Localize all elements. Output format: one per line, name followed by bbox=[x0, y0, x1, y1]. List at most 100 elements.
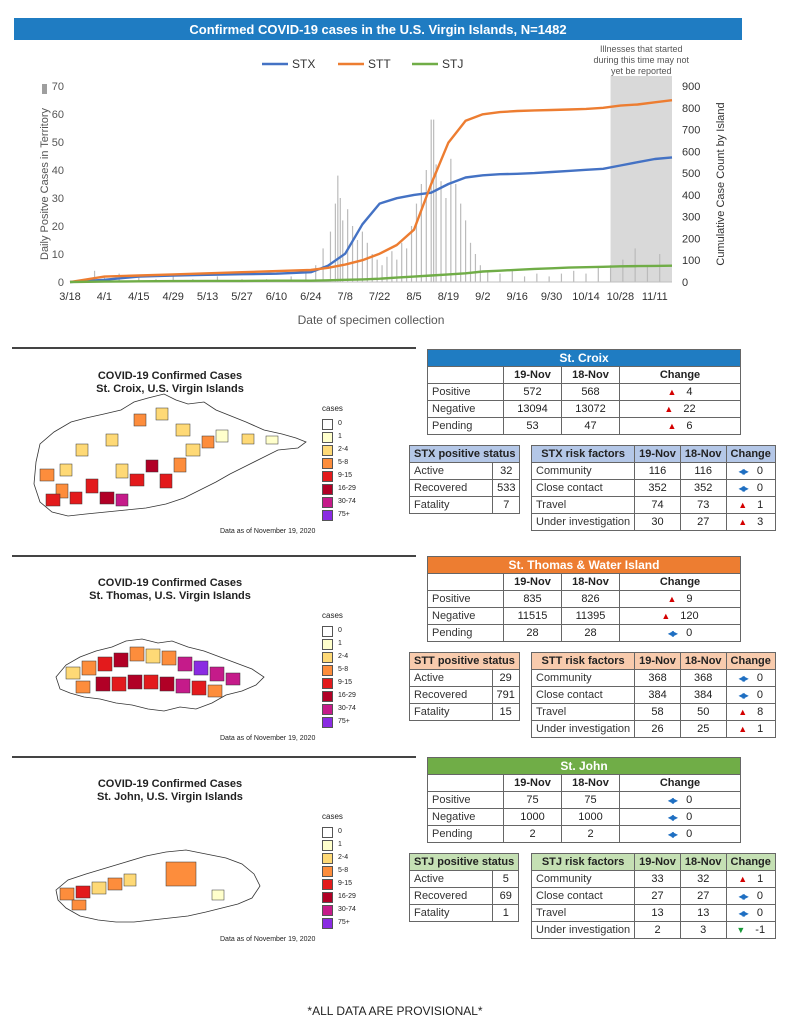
legend-swatch bbox=[322, 510, 333, 521]
legend-label: 30-74 bbox=[338, 498, 356, 505]
table-row: Negative 1000 1000 ◀▶ 0 bbox=[427, 808, 741, 826]
daily-case-bar bbox=[646, 265, 649, 282]
daily-case-bar bbox=[337, 175, 339, 282]
x-tick-label: 4/29 bbox=[162, 291, 183, 303]
table-row: Positive 75 75 ◀▶ 0 bbox=[427, 791, 741, 809]
decrease-arrow-icon: ▼ bbox=[736, 925, 746, 935]
map-title: COVID-19 Confirmed Cases St. Thomas, U.S.… bbox=[89, 577, 251, 602]
island-header: St. Croix bbox=[427, 349, 741, 367]
change-value: 8 bbox=[757, 706, 764, 718]
reporting-lag-note: Illnesses that started during this time m… bbox=[594, 44, 690, 76]
daily-case-bar bbox=[433, 119, 435, 282]
daily-case-bar bbox=[366, 242, 368, 282]
increase-arrow-icon: ▲ bbox=[664, 404, 674, 414]
daily-case-bar bbox=[573, 270, 575, 282]
change-value: 3 bbox=[757, 516, 764, 528]
no-change-arrows-icon: ◀▶ bbox=[738, 483, 749, 493]
daily-case-bar bbox=[172, 276, 174, 282]
stj-status-table: STJ positive status Active 5 Recovered 69 Fat… bbox=[408, 853, 520, 922]
legend-swatch bbox=[322, 866, 333, 877]
cumulative-cases-chart: Illnesses that started during this time m… bbox=[39, 44, 727, 327]
y-right-tick-label: 300 bbox=[682, 212, 700, 224]
daily-case-bar bbox=[622, 259, 624, 282]
legend-swatch bbox=[322, 840, 333, 851]
daily-case-bar bbox=[560, 273, 563, 282]
table-row: Fatality 15 bbox=[409, 703, 520, 721]
legend-swatch bbox=[322, 665, 333, 676]
x-tick-label: 11/11 bbox=[642, 291, 668, 303]
legend-swatch bbox=[322, 445, 333, 456]
map-title: COVID-19 Confirmed Cases St. John, U.S. V… bbox=[97, 778, 243, 803]
daily-case-bar bbox=[548, 276, 550, 282]
map-district bbox=[59, 463, 73, 477]
x-tick-label: 8/19 bbox=[438, 291, 459, 303]
daily-case-bar bbox=[334, 203, 336, 282]
legend-title: cases bbox=[322, 404, 343, 413]
map-district bbox=[65, 666, 81, 680]
map-district bbox=[91, 881, 107, 895]
legend-label: 30-74 bbox=[338, 906, 356, 913]
island-header: St. Thomas & Water Island bbox=[427, 556, 741, 574]
legend-swatch bbox=[322, 678, 333, 689]
increase-arrow-icon: ▲ bbox=[667, 387, 677, 397]
table-row: Close contact 27 27 ◀▶ 0 bbox=[530, 887, 776, 905]
legend-label: 16-29 bbox=[338, 692, 356, 699]
table-row: Negative 13094 13072 ▲ 22 bbox=[427, 400, 741, 418]
legend-title: cases bbox=[322, 611, 343, 620]
map-district bbox=[127, 674, 143, 690]
map-district bbox=[111, 676, 127, 692]
map-district bbox=[193, 660, 209, 676]
daily-case-bar bbox=[342, 220, 344, 282]
change-value: 0 bbox=[756, 482, 763, 495]
x-tick-label: 5/27 bbox=[231, 291, 252, 303]
change-value: 0 bbox=[756, 465, 763, 478]
section-divider bbox=[12, 347, 416, 349]
provisional-footnote: *ALL DATA ARE PROVISIONAL* bbox=[307, 1004, 483, 1018]
y-right-tick-label: 800 bbox=[682, 103, 700, 115]
daily-case-bar bbox=[386, 256, 388, 282]
series-line-stt bbox=[69, 99, 673, 284]
x-tick-label: 4/15 bbox=[128, 291, 149, 303]
daily-case-bar bbox=[659, 254, 661, 282]
map-district bbox=[105, 433, 119, 447]
daily-case-bar bbox=[315, 265, 317, 282]
y-left-tick-label: 10 bbox=[52, 249, 64, 261]
y-right-tick-label: 700 bbox=[682, 125, 700, 137]
daily-case-bar bbox=[585, 273, 587, 282]
legend-label: 16-29 bbox=[338, 485, 356, 492]
section-divider bbox=[12, 555, 416, 557]
map-district bbox=[75, 443, 89, 457]
legend-label: 0 bbox=[338, 420, 342, 427]
x-tick-label: 6/10 bbox=[266, 291, 287, 303]
legend-title: cases bbox=[322, 812, 343, 821]
map-district bbox=[129, 473, 145, 487]
legend-label: 1 bbox=[338, 841, 342, 848]
change-value: 120 bbox=[680, 610, 699, 622]
table-row: Under investigation 30 27 ▲ 3 bbox=[530, 513, 776, 531]
legend-label: 0 bbox=[338, 627, 342, 634]
daily-case-bar bbox=[420, 184, 422, 282]
map-district bbox=[133, 413, 147, 427]
table-row: Active 5 bbox=[408, 870, 520, 888]
stt-status-table: STT positive status Active 29 Recovered 791 F… bbox=[409, 652, 520, 721]
y-left-axis-label: Daily Positve Cases in Territory bbox=[39, 107, 51, 260]
increase-arrow-icon: ▲ bbox=[667, 594, 677, 604]
stj-risk-table: STJ risk factors 19-Nov 18-Nov Change Commun… bbox=[530, 853, 776, 939]
change-value: 0 bbox=[756, 890, 763, 903]
island-header: St. John bbox=[427, 757, 741, 775]
map-district bbox=[173, 457, 187, 473]
table-row: Close contact 352 352 ◀▶ 0 bbox=[530, 479, 776, 497]
legend-swatch bbox=[322, 432, 333, 443]
daily-case-bar bbox=[138, 276, 140, 282]
map-district bbox=[159, 676, 175, 692]
table-row: Negative 11515 11395 ▲ 120 bbox=[427, 607, 741, 625]
y-left-tick-label: 0 bbox=[58, 277, 64, 289]
daily-case-bar bbox=[290, 276, 292, 282]
map-district bbox=[85, 478, 99, 494]
stj-tests-table: St. John 19-Nov 18-Nov Change Positive 75 75 ◀▶… bbox=[427, 757, 741, 843]
legend-swatch bbox=[322, 458, 333, 469]
daily-case-bar bbox=[511, 270, 513, 282]
change-value: 0 bbox=[686, 828, 693, 841]
island-map bbox=[55, 849, 261, 923]
map-district bbox=[209, 666, 225, 682]
